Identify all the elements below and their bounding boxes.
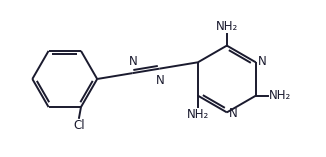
Text: N: N: [156, 73, 165, 87]
Text: NH₂: NH₂: [187, 108, 209, 122]
Text: NH₂: NH₂: [269, 89, 291, 102]
Text: N: N: [229, 107, 238, 120]
Text: Cl: Cl: [73, 119, 85, 132]
Text: N: N: [129, 55, 138, 68]
Text: N: N: [258, 55, 266, 68]
Text: NH₂: NH₂: [216, 20, 238, 33]
